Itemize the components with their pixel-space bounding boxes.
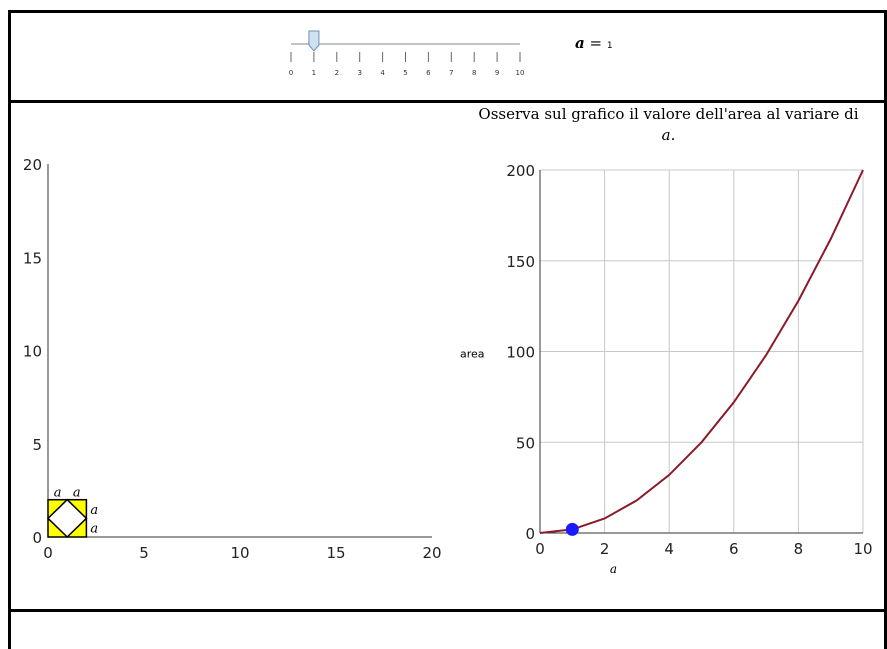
chart-x-tick-label: 8 xyxy=(794,540,804,558)
param-value: 1 xyxy=(606,41,613,51)
side-label-right-1: a xyxy=(90,503,98,518)
x-tick-label: 15 xyxy=(326,544,345,562)
side-label-top-2: a xyxy=(73,486,81,501)
y-tick-label: 20 xyxy=(23,156,42,174)
x-tick-label: 10 xyxy=(230,544,249,562)
param-symbol: a xyxy=(575,34,585,52)
slider-tick-label: 2 xyxy=(335,69,339,77)
x-tick-label: 5 xyxy=(139,544,149,562)
slider-tick-label: 10 xyxy=(516,69,525,77)
chart-y-tick-label: 0 xyxy=(525,525,535,543)
slider-tick-label: 9 xyxy=(495,69,499,77)
chart-y-tick-label: 50 xyxy=(516,434,535,452)
x-tick-label: 0 xyxy=(43,544,53,562)
current-value-point xyxy=(565,522,579,536)
slider-ticks: 0 1 2 3 4 5 6 7 8 9 10 xyxy=(289,52,525,77)
chart-x-tick-label: 4 xyxy=(664,540,674,558)
y-tick-label: 0 xyxy=(32,529,42,547)
slider-tick-label: 0 xyxy=(289,69,293,77)
area-curve xyxy=(539,169,864,534)
chart-y-tick-label: 150 xyxy=(506,253,535,271)
inner-diamond xyxy=(46,498,88,539)
bottom-panel xyxy=(8,609,887,649)
slider-tick-label: 8 xyxy=(472,69,476,77)
chart-x-tick-label: 6 xyxy=(729,540,739,558)
slider-tick-label: 5 xyxy=(403,69,407,77)
chart-x-tick-label: 2 xyxy=(600,540,610,558)
slider-tick-label: 7 xyxy=(449,69,453,77)
slider-thumb-shape xyxy=(308,30,320,52)
side-label-top-1: a xyxy=(54,486,62,501)
geometry-panel: 0 5 10 15 20 0 5 10 15 20 a a a a xyxy=(8,100,450,612)
param-readout: a = 1 xyxy=(575,34,613,52)
chart-y-tick-label: 100 xyxy=(506,344,535,362)
chart-x-axis-label: a xyxy=(610,562,617,576)
param-equals: = xyxy=(589,34,603,52)
slider-tick-label: 3 xyxy=(357,69,361,77)
slider-tick-label: 6 xyxy=(426,69,431,77)
chart-y-tick-label: 200 xyxy=(506,162,535,180)
slider-tick-label: 4 xyxy=(380,69,385,77)
area-graph-panel: 0 2 4 6 8 10 0 50 100 150 200 a area xyxy=(447,100,887,612)
instruction-text: Osserva sul grafico il valore dell'area … xyxy=(450,104,887,146)
y-tick-label: 15 xyxy=(23,249,42,267)
slider-thumb[interactable] xyxy=(308,30,320,52)
slider-svg: 0 1 2 3 4 5 6 7 8 9 10 xyxy=(289,30,525,77)
chart-x-tick-label: 10 xyxy=(853,540,872,558)
slider-panel: 0 1 2 3 4 5 6 7 8 9 10 xyxy=(8,10,887,103)
y-tick-label: 5 xyxy=(32,436,42,454)
chart-y-axis-label: area xyxy=(460,348,485,361)
side-label-right-2: a xyxy=(90,522,98,537)
y-tick-label: 10 xyxy=(23,343,42,361)
instruction-line-2: a. xyxy=(661,126,676,144)
chart-x-tick-label: 0 xyxy=(535,540,545,558)
x-tick-label: 20 xyxy=(422,544,441,562)
instruction-line-1: Osserva sul grafico il valore dell'area … xyxy=(478,105,859,123)
slider-tick-label: 1 xyxy=(312,69,316,77)
